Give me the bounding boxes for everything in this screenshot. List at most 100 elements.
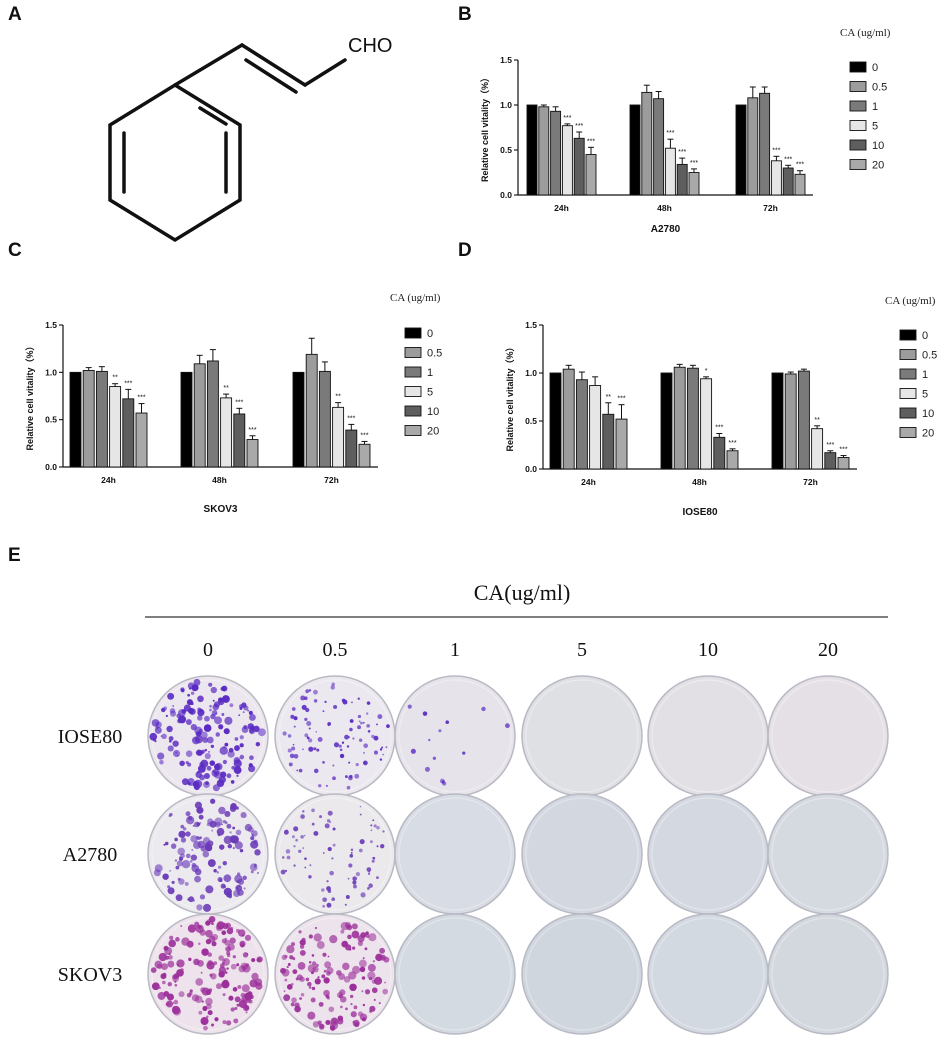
colony — [308, 727, 311, 730]
colony — [349, 948, 352, 951]
benzene-ring — [108, 82, 242, 243]
colony — [181, 937, 190, 946]
colony — [439, 778, 445, 784]
colony — [359, 839, 365, 845]
colony — [199, 774, 205, 781]
colony — [282, 856, 285, 859]
colony — [289, 753, 295, 759]
colony — [286, 829, 288, 832]
colony — [344, 922, 351, 929]
colony — [157, 752, 165, 760]
legend-label-20: 20 — [872, 160, 884, 172]
colony — [305, 689, 310, 694]
colony — [201, 1000, 204, 1003]
vinyl-bond-1 — [173, 43, 244, 87]
colony — [177, 847, 186, 856]
colony — [379, 947, 386, 954]
colony — [339, 753, 345, 759]
colony — [322, 952, 327, 957]
colony — [286, 945, 295, 954]
colony — [211, 829, 214, 832]
colony — [242, 711, 245, 713]
chart-a2780: 0.0 0.5 1.0 1.5 Relative cell vitality（%） ***… — [480, 27, 891, 235]
colony — [250, 870, 254, 874]
colony — [308, 746, 314, 752]
column-label-0: 0 — [203, 639, 213, 661]
colony — [211, 922, 214, 926]
colony — [364, 947, 368, 951]
colony — [362, 721, 365, 724]
colony — [214, 763, 221, 771]
colony — [247, 709, 250, 712]
colony — [349, 727, 353, 732]
colony — [244, 934, 252, 941]
colony — [189, 859, 193, 863]
colony — [204, 748, 208, 752]
colony — [243, 725, 248, 730]
colony — [205, 997, 213, 1006]
colony — [187, 693, 191, 697]
colony — [373, 750, 378, 755]
colony — [318, 784, 322, 788]
colony — [249, 728, 254, 734]
bar-72h-10 — [345, 429, 358, 468]
colony — [281, 968, 290, 977]
colony — [289, 955, 294, 960]
plate-SKOV3-20 — [767, 913, 889, 1035]
colony — [224, 939, 231, 946]
colony — [376, 825, 380, 830]
colony — [210, 973, 217, 980]
colony — [217, 928, 220, 930]
y-tick-label: 1.5 — [45, 320, 57, 330]
colony — [314, 926, 318, 930]
column-label-0.5: 0.5 — [323, 639, 348, 661]
bar-24h-20 — [615, 418, 628, 470]
colony — [173, 973, 180, 979]
plate-rim — [771, 917, 885, 1031]
colony — [322, 904, 326, 908]
colony — [224, 742, 229, 747]
colony — [155, 726, 159, 730]
bar-72h-0.5 — [747, 97, 759, 196]
colony — [229, 703, 234, 708]
plate-IOSE80-5 — [521, 675, 643, 797]
colony — [195, 924, 204, 934]
colony — [300, 814, 305, 819]
colony — [308, 986, 312, 989]
colony — [331, 1017, 338, 1024]
colony — [376, 723, 378, 726]
colony — [313, 933, 322, 942]
colony — [206, 918, 213, 925]
legend-label-1: 1 — [872, 101, 878, 113]
colony — [373, 998, 376, 1001]
colony — [191, 864, 200, 873]
colony — [199, 708, 203, 713]
colony — [244, 992, 253, 1001]
bar-72h-0 — [735, 104, 747, 196]
bar-48h-5 — [220, 397, 233, 468]
colony — [322, 761, 325, 764]
bar-48h-0.5 — [193, 363, 206, 468]
bar-48h-1 — [686, 367, 699, 470]
x-tick-label: 24h — [554, 203, 569, 213]
colony — [208, 750, 211, 753]
legend-swatch-10 — [404, 405, 422, 417]
colony — [209, 760, 216, 766]
colony — [293, 725, 296, 728]
colony — [280, 869, 286, 875]
plate-rim — [651, 679, 765, 793]
colony — [158, 952, 167, 962]
colony — [323, 969, 327, 973]
colony — [234, 841, 243, 850]
colony — [372, 960, 376, 963]
colony — [239, 754, 245, 760]
colony — [327, 810, 333, 816]
colony — [206, 736, 214, 744]
colony — [308, 934, 313, 939]
colony — [295, 838, 298, 842]
colony — [176, 860, 183, 867]
colony — [222, 923, 229, 930]
colony — [184, 882, 189, 886]
colony — [202, 850, 210, 858]
bar-24h-10 — [573, 137, 585, 196]
